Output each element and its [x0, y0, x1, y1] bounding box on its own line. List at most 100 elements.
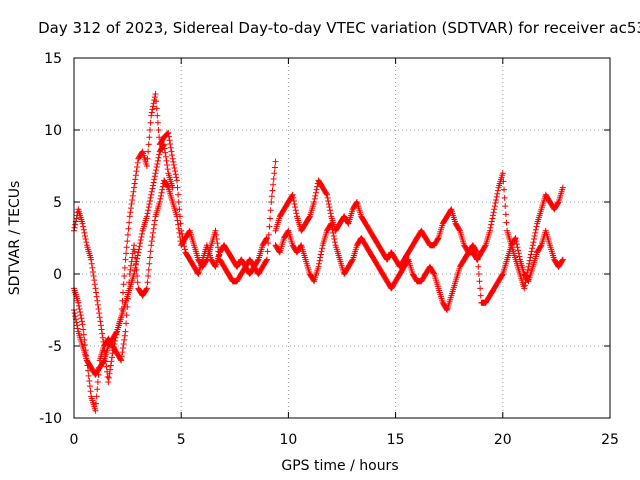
data-point: [172, 171, 179, 178]
data-point: [501, 186, 508, 193]
data-point: [155, 127, 162, 133]
data-point: [521, 285, 528, 292]
data-point: [143, 163, 150, 169]
data-point: [153, 98, 160, 105]
data-point: [174, 217, 181, 224]
data-point: [151, 176, 158, 183]
data-point: [515, 250, 522, 257]
data-point: [500, 178, 507, 185]
data-point: [559, 257, 566, 264]
data-point: [107, 362, 114, 369]
data-point: [121, 273, 128, 280]
data-point: [96, 310, 103, 317]
y-tick-label: 0: [53, 267, 62, 283]
data-point: [120, 289, 127, 296]
data-point: [162, 149, 169, 156]
data-point: [74, 325, 81, 332]
data-point: [147, 248, 154, 255]
data-point: [527, 254, 534, 261]
data-point: [86, 377, 93, 384]
data-point: [134, 255, 141, 262]
data-point: [137, 240, 144, 247]
data-point: [169, 155, 176, 162]
data-point: [163, 157, 170, 164]
data-point: [316, 260, 323, 267]
data-point: [127, 262, 134, 269]
data-point: [477, 285, 484, 292]
data-point: [79, 321, 86, 328]
data-point: [157, 195, 164, 202]
data-point: [71, 224, 78, 231]
data-point: [129, 192, 136, 199]
data-point: [318, 248, 325, 255]
data-point: [515, 247, 522, 254]
data-point: [94, 386, 101, 393]
data-point: [153, 164, 160, 171]
data-point: [263, 236, 270, 243]
data-point: [264, 248, 271, 255]
data-point: [127, 205, 134, 212]
data-point: [156, 151, 163, 158]
data-point: [531, 232, 538, 239]
data-point: [137, 237, 144, 244]
data-point: [493, 196, 500, 203]
data-point: [167, 140, 174, 147]
data-point: [434, 236, 441, 243]
data-point: [96, 314, 103, 321]
data-point: [94, 301, 101, 308]
data-point: [121, 336, 128, 343]
data-point: [153, 105, 160, 112]
data-point: [108, 358, 115, 365]
data-point: [514, 244, 521, 251]
data-point: [113, 329, 120, 336]
x-axis-label: GPS time / hours: [281, 458, 398, 474]
data-point: [267, 215, 274, 222]
data-point: [284, 228, 291, 235]
data-point: [151, 221, 158, 228]
data-point: [97, 318, 104, 325]
data-point: [81, 229, 88, 236]
data-point: [150, 179, 157, 186]
data-point: [123, 320, 130, 327]
data-point: [94, 297, 101, 304]
plot-frame: [73, 57, 611, 419]
data-point: [173, 213, 180, 220]
data-point: [134, 159, 141, 166]
data-point: [328, 220, 335, 227]
data-point: [146, 201, 153, 208]
data-point: [136, 243, 143, 250]
data-point: [491, 206, 498, 213]
data-point: [148, 238, 155, 245]
data-point: [491, 203, 498, 210]
data-point: [92, 407, 99, 414]
data-point: [263, 257, 270, 264]
data-point: [529, 245, 536, 252]
data-point: [317, 251, 324, 258]
data-point: [133, 258, 140, 265]
data-point: [95, 305, 102, 312]
data-point: [155, 154, 162, 161]
data-point: [134, 279, 141, 286]
data-point: [157, 192, 164, 199]
data-point: [152, 91, 159, 97]
data-point: [327, 207, 334, 214]
y-tick-label: 15: [44, 51, 62, 67]
data-point: [430, 269, 437, 276]
data-point: [292, 207, 299, 214]
data-point: [124, 238, 131, 245]
data-point: [527, 251, 534, 258]
data-point: [272, 158, 279, 165]
data-point: [121, 332, 128, 339]
data-point: [313, 186, 320, 193]
data-point: [85, 372, 92, 379]
data-point: [132, 261, 139, 268]
data-point: [276, 248, 283, 255]
data-point: [150, 103, 157, 110]
data-point: [143, 213, 150, 220]
data-point: [143, 286, 150, 293]
data-point: [331, 239, 338, 246]
data-point: [165, 133, 172, 140]
data-point: [91, 277, 98, 284]
data-point: [130, 188, 137, 195]
y-axis-ticks: -10 -5 0 5 10 15: [39, 51, 610, 427]
